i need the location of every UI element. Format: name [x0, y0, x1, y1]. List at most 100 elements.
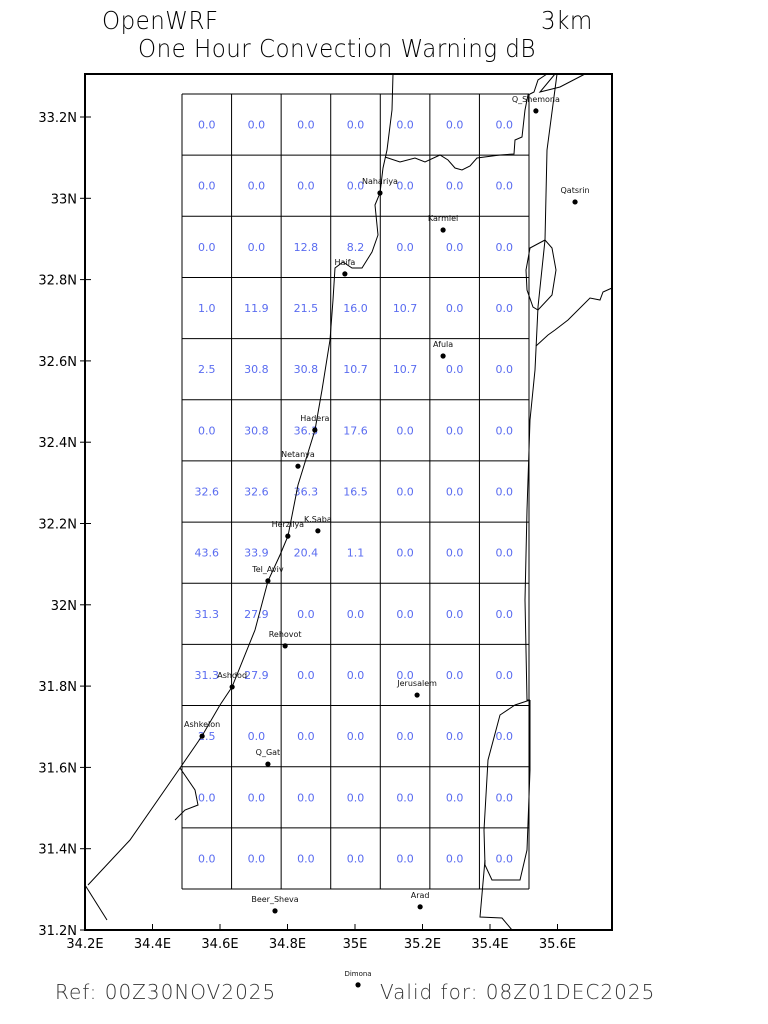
grid-cell-value: 0.0 — [495, 791, 513, 804]
resolution-label: 3km — [541, 6, 593, 35]
grid-cell-value: 0.0 — [347, 791, 365, 804]
city-label: Jerusalem — [396, 679, 437, 688]
grid-cell-value: 2.5 — [198, 363, 216, 376]
grid-cell-value: 0.0 — [297, 180, 315, 193]
grid-cell-value: 0.0 — [446, 424, 464, 437]
grid-cell-value: 0.0 — [495, 547, 513, 560]
map-title: One Hour Convection Warning dB — [138, 34, 536, 63]
grid-cell-value: 0.0 — [495, 486, 513, 499]
city-marker-dot — [265, 761, 271, 767]
grid-cell-value: 16.5 — [343, 486, 368, 499]
grid-cell-value: 0.0 — [446, 547, 464, 560]
lon-tick-label: 34.2E — [66, 937, 103, 952]
grid-cell-value: 17.6 — [343, 424, 368, 437]
grid-cell-value: 0.0 — [297, 730, 315, 743]
valid-time: Valid for: 08Z01DEC2025 — [380, 980, 656, 1004]
grid-cell-value: 0.0 — [396, 119, 414, 132]
lat-tick-label: 32.8N — [38, 274, 77, 289]
jordan-river — [524, 73, 558, 701]
city-marker-dot — [295, 463, 301, 469]
grid-cell-value: 12.8 — [294, 241, 319, 254]
city-label: Q_Shemona — [512, 95, 560, 104]
grid-cell-value: 43.6 — [195, 547, 220, 560]
grid-cell-value: 36.3 — [294, 486, 319, 499]
dead-sea-west — [483, 699, 531, 881]
grid-cell-value: 0.0 — [297, 119, 315, 132]
grid-cell-value: 0.0 — [396, 852, 414, 865]
lat-tick-label: 32.4N — [38, 436, 77, 451]
grid-cell-value: 2.5 — [198, 730, 216, 743]
grid-cell-value: 27.9 — [244, 669, 269, 682]
city-label: Ashdod — [217, 671, 247, 680]
grid-cell-value: 0.0 — [495, 119, 513, 132]
lat-tick-label: 31.2N — [38, 924, 77, 939]
grid-cell-value: 0.0 — [347, 730, 365, 743]
grid-cell-value: 33.9 — [244, 547, 269, 560]
plot-frame — [84, 73, 613, 931]
coastlines-borders — [84, 73, 613, 931]
grid-cell-value: 16.0 — [343, 302, 368, 315]
grid-cell-value: 0.0 — [495, 241, 513, 254]
grid-cell-value: 0.0 — [198, 424, 216, 437]
grid-cell-value: 0.0 — [198, 180, 216, 193]
grid-cell-value: 0.0 — [495, 424, 513, 437]
grid-cell-value: 0.0 — [495, 852, 513, 865]
city-label: Qatsrin — [561, 186, 590, 195]
city-label: Netanya — [281, 450, 315, 459]
city-marker-dot — [312, 427, 318, 433]
grid-cell-value: 0.0 — [446, 608, 464, 621]
grid-cell-value: 21.5 — [294, 302, 319, 315]
grid-cell-value: 0.0 — [347, 852, 365, 865]
city-label: Tel_Aviv — [251, 565, 284, 574]
city-label: Rehovot — [269, 630, 302, 639]
city-label: Beer_Sheva — [251, 895, 298, 904]
city-marker-dot — [440, 227, 446, 233]
city-marker-dot — [229, 684, 235, 690]
grid-cell-value: 0.0 — [248, 730, 266, 743]
grid-cell-value: 0.0 — [248, 119, 266, 132]
city-label: Hadera — [300, 414, 329, 423]
grid-cell-value: 0.0 — [297, 669, 315, 682]
city-markers: Q_Shemona Qatsrin Nahariya Karmiel Haifa Aful… — [184, 95, 590, 988]
city-marker-dot — [315, 528, 321, 534]
city-marker-dot — [342, 271, 348, 277]
gaza-border — [84, 884, 108, 921]
grid-cell-value: 36.3 — [294, 424, 319, 437]
grid-cell-value: 10.7 — [393, 302, 418, 315]
grid-cell-value: 0.0 — [248, 852, 266, 865]
grid-cell-value: 0.0 — [396, 424, 414, 437]
city-marker-dot — [572, 199, 578, 205]
lat-tick-label: 31.8N — [38, 680, 77, 695]
sea-of-galilee — [525, 239, 557, 311]
coast-inlet — [174, 767, 199, 821]
city-marker-dot — [533, 108, 539, 114]
grid-cell-value: 0.0 — [396, 547, 414, 560]
grid-cell-value: 30.8 — [244, 363, 269, 376]
grid-cell-value: 0.0 — [198, 241, 216, 254]
model-name: OpenWRF — [102, 6, 219, 35]
grid-cell-value: 0.0 — [297, 791, 315, 804]
grid-cell-value: 0.0 — [347, 180, 365, 193]
value-grid: 0.0 0.0 0.0 0.0 0.0 0.0 0.0 0.0 0.0 0.0 0.0 0.0 0.0 0… — [181, 93, 530, 890]
grid-cell-value: 0.0 — [297, 852, 315, 865]
grid-cell-value: 1.1 — [347, 547, 365, 560]
lon-tick-label: 34.4E — [134, 937, 171, 952]
grid-cell-value: 30.8 — [294, 363, 319, 376]
city-marker-dot — [272, 908, 278, 914]
grid-cell-value: 0.0 — [446, 852, 464, 865]
city-marker-dot — [282, 643, 288, 649]
lat-tick-label: 33N — [51, 192, 77, 207]
axes: 34.2E 34.4E 34.6E 34.8E 35E 35.2E 35.4E 35.6E 31… — [38, 111, 576, 952]
lon-tick-label: 34.8E — [269, 937, 306, 952]
grid-cell-value: 0.0 — [446, 791, 464, 804]
city-label: Nahariya — [362, 177, 398, 186]
grid-cell-value: 0.0 — [347, 608, 365, 621]
lat-tick-label: 33.2N — [38, 111, 77, 126]
city-marker-dot — [414, 692, 420, 698]
grid-cell-value: 27.9 — [244, 608, 269, 621]
grid-cell-value: 31.3 — [195, 669, 220, 682]
grid-cell-value: 0.0 — [495, 730, 513, 743]
grid-cell-value: 0.0 — [396, 180, 414, 193]
grid-cell-value: 32.6 — [244, 486, 269, 499]
grid-cell-value: 10.7 — [393, 363, 418, 376]
